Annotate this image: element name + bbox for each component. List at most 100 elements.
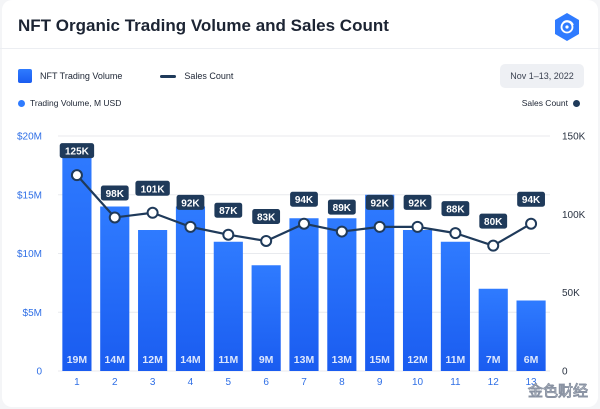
bar bbox=[327, 218, 357, 371]
sales-count-point bbox=[373, 220, 386, 233]
bar-value-label: 13M bbox=[332, 354, 353, 366]
x-tick-label: 3 bbox=[150, 377, 156, 388]
sales-count-point bbox=[146, 206, 159, 219]
bar-value-label: 7M bbox=[486, 354, 501, 366]
bar bbox=[516, 300, 546, 371]
y-left-tick-label: $15M bbox=[17, 190, 42, 201]
bar bbox=[289, 218, 319, 371]
sales-count-label-bg bbox=[327, 199, 356, 215]
sales-count-label-bg bbox=[403, 194, 432, 210]
left-axis-key-label: Trading Volume, M USD bbox=[30, 98, 122, 108]
sales-count-label: 92K bbox=[408, 198, 427, 209]
left-axis-key: Trading Volume, M USD bbox=[18, 98, 121, 108]
sales-count-point bbox=[449, 227, 462, 240]
bar-value-label: 12M bbox=[407, 354, 428, 366]
legend-bar-swatch bbox=[18, 69, 32, 83]
x-tick-label: 5 bbox=[226, 377, 232, 388]
bar bbox=[213, 241, 243, 371]
sales-count-label-bg bbox=[441, 201, 470, 217]
x-tick-label: 10 bbox=[412, 377, 424, 388]
bar-value-label: 9M bbox=[259, 354, 274, 366]
sales-count-label: 92K bbox=[371, 198, 390, 209]
y-left-tick-label: 0 bbox=[36, 367, 42, 378]
x-tick-label: 4 bbox=[188, 377, 194, 388]
bar bbox=[62, 147, 92, 371]
y-right-tick-label: 100K bbox=[562, 210, 586, 221]
sales-count-label: 94K bbox=[295, 195, 314, 206]
sales-count-label-bg bbox=[290, 191, 318, 207]
bar bbox=[402, 230, 433, 371]
sales-count-point bbox=[108, 211, 121, 224]
watermark-text: 金色财经 bbox=[527, 382, 588, 400]
x-tick-label: 1 bbox=[74, 377, 80, 388]
bar bbox=[251, 265, 281, 371]
x-tick-label: 6 bbox=[263, 377, 269, 388]
chart-legend: NFT Trading Volume Sales Count bbox=[18, 69, 233, 83]
page-title: NFT Organic Trading Volume and Sales Cou… bbox=[18, 16, 389, 35]
sales-count-point bbox=[260, 234, 273, 247]
sales-count-label: 101K bbox=[141, 184, 166, 195]
sales-count-label-bg bbox=[135, 180, 170, 196]
y-right-tick-label: 50K bbox=[562, 288, 580, 299]
bar-value-label: 15M bbox=[369, 354, 390, 366]
bar bbox=[478, 288, 508, 371]
sales-count-point bbox=[70, 169, 83, 182]
x-tick-label: 9 bbox=[377, 377, 383, 388]
sales-count-label-bg bbox=[214, 202, 243, 218]
date-range-text: Nov 1–13, 2022 bbox=[510, 71, 574, 81]
legend-line-swatch bbox=[160, 74, 177, 78]
bar bbox=[440, 241, 470, 371]
sales-count-point bbox=[222, 228, 235, 241]
legend-line-label: Sales Count bbox=[184, 71, 234, 81]
sales-count-label: 94K bbox=[522, 195, 541, 206]
bar-value-label: 19M bbox=[67, 354, 88, 366]
y-left-tick-label: $5M bbox=[23, 308, 42, 319]
bar-value-label: 13M bbox=[294, 354, 315, 366]
brand-logo-icon bbox=[555, 13, 579, 41]
sales-count-point bbox=[487, 239, 500, 252]
x-tick-label: 8 bbox=[339, 377, 345, 388]
bar bbox=[175, 206, 206, 371]
sales-count-point bbox=[525, 217, 538, 230]
sales-count-label: 125K bbox=[65, 147, 90, 158]
right-axis-key-dot bbox=[573, 99, 580, 107]
sales-count-label: 89K bbox=[333, 203, 352, 214]
x-tick-label: 7 bbox=[301, 377, 307, 388]
bar-value-label: 11M bbox=[218, 354, 238, 366]
y-right-tick-label: 0 bbox=[562, 367, 568, 378]
bar-value-label: 14M bbox=[105, 354, 126, 366]
sales-count-label-bg bbox=[59, 143, 95, 159]
sales-count-label-bg bbox=[517, 191, 545, 207]
sales-count-label: 88K bbox=[446, 205, 465, 216]
y-right-tick-label: 150K bbox=[562, 132, 586, 143]
header-divider bbox=[0, 48, 600, 49]
x-tick-label: 12 bbox=[488, 377, 500, 388]
x-tick-label: 2 bbox=[112, 377, 118, 388]
sales-count-label-bg bbox=[176, 194, 205, 210]
bar bbox=[100, 206, 130, 371]
bar-value-label: 6M bbox=[524, 354, 539, 366]
bar-value-label: 11M bbox=[445, 354, 465, 366]
bar bbox=[138, 230, 168, 371]
sales-count-label-bg bbox=[252, 208, 281, 224]
y-left-tick-label: $10M bbox=[17, 249, 42, 260]
x-tick-label: 13 bbox=[526, 377, 538, 388]
sales-count-point bbox=[335, 225, 348, 238]
sales-count-point bbox=[298, 217, 310, 230]
date-range-chip: Nov 1–13, 2022 bbox=[500, 64, 584, 88]
y-left-tick-label: $20M bbox=[17, 132, 42, 143]
sales-count-point bbox=[411, 220, 424, 233]
sales-count-point bbox=[184, 220, 197, 233]
sales-count-label: 92K bbox=[181, 198, 200, 209]
bar-value-label: 12M bbox=[142, 354, 163, 366]
sales-count-label-bg bbox=[100, 185, 129, 201]
sales-count-label-bg bbox=[479, 213, 508, 229]
right-axis-key: Sales Count bbox=[522, 98, 580, 108]
legend-bar-label: NFT Trading Volume bbox=[40, 71, 123, 81]
right-axis-key-label: Sales Count bbox=[521, 98, 568, 108]
sales-count-label: 83K bbox=[257, 212, 276, 223]
sales-count-label: 87K bbox=[219, 206, 238, 217]
sales-count-label: 80K bbox=[484, 217, 503, 228]
x-tick-label: 11 bbox=[450, 377, 461, 388]
